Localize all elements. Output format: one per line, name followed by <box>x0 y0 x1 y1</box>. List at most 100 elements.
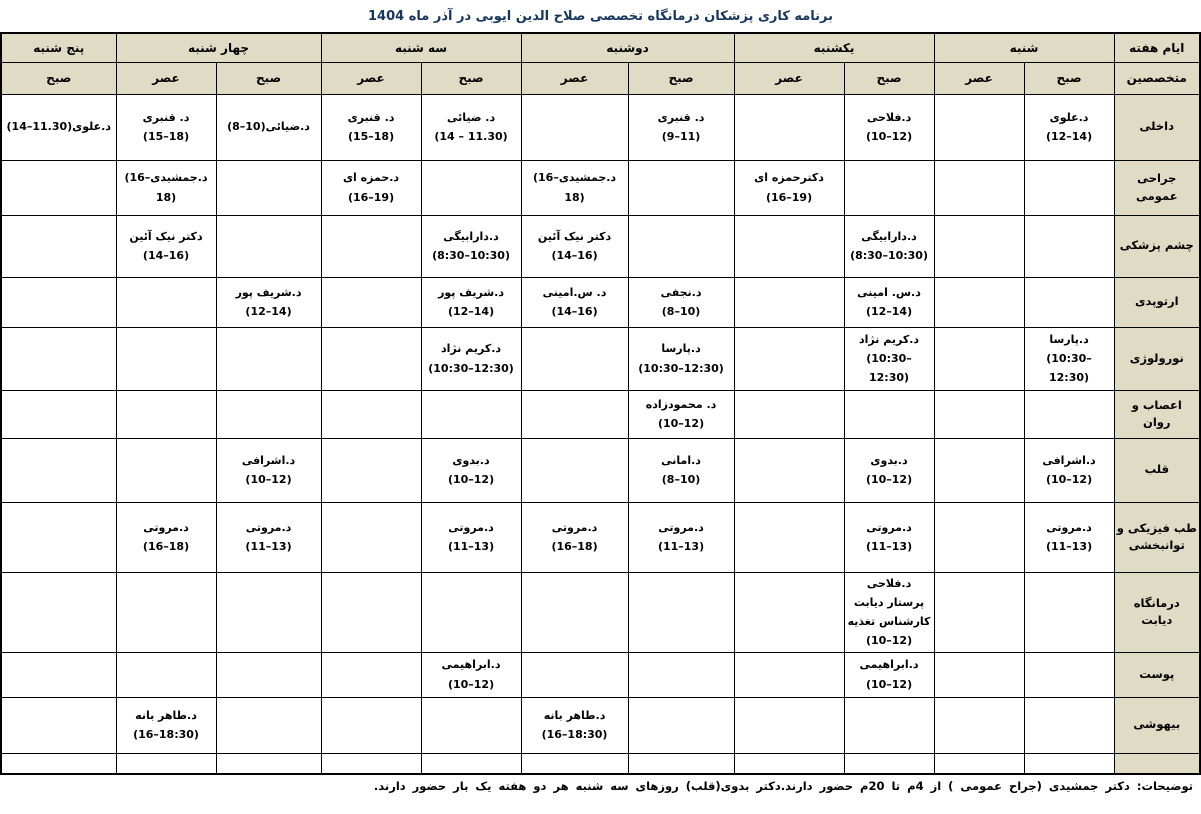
time-line: (8–10) <box>631 302 732 321</box>
schedule-cell: د.فلاحی پرستار دیابت کارشناس تغذیه (10–12) <box>843 571 935 653</box>
time-line: (10–12) <box>847 631 932 650</box>
schedule-cell <box>320 501 422 573</box>
time-range: (11–13) <box>447 540 495 553</box>
doctor-name: د.مروتی <box>1046 520 1092 534</box>
specialty-label: جراحی عمومی <box>1113 159 1201 216</box>
schedule-cell: دکتر نیک آئین (14–16) <box>115 214 217 278</box>
doctor-name: د.س. امینی <box>857 285 921 299</box>
corner-specialists-label: متخصصین <box>1113 61 1201 95</box>
doctor-name: د.فلاحی <box>866 576 912 590</box>
time-range: (11–13) <box>657 540 705 553</box>
time-range: (14–11.30) <box>6 120 73 134</box>
schedule-cell <box>933 276 1025 328</box>
day-header-2: دوشنبه <box>520 32 735 63</box>
schedule-row: جراحی عمومی دکترحمزه ای (16–19) د.جمشیدی(16… <box>0 159 1201 216</box>
schedule-cell <box>115 326 217 391</box>
schedule-cell <box>215 752 322 775</box>
schedule-cell: د.طاهر بانه (16–18:30) <box>115 696 217 754</box>
schedule-cell: د. قنبری (15–18) <box>320 93 422 161</box>
schedule-cell: د. س.امینی (14–16) <box>520 276 629 328</box>
schedule-cell <box>520 437 629 503</box>
schedule-cell: د.دارابیگی (8:30–10:30) <box>420 214 522 278</box>
schedule-cell: د.حمزه ای (16–19) <box>320 159 422 216</box>
schedule-row <box>0 752 1201 775</box>
schedule-cell: د.شریف پور (12–14) <box>420 276 522 328</box>
schedule-cell <box>520 752 629 775</box>
schedule-cell <box>115 752 217 775</box>
schedule-cell: د.ابراهیمی (10–12) <box>420 651 522 698</box>
time-range: (8:30–10:30) <box>850 249 928 262</box>
schedule-cell <box>933 214 1025 278</box>
time-range: (9–11) <box>661 130 701 143</box>
time-line: (10–12) <box>1027 470 1112 489</box>
time-line: (11–13) <box>847 537 932 556</box>
schedule-cell <box>1023 276 1115 328</box>
schedule-row: اعصاب و روان د. محمودزاده (10–12) <box>0 389 1201 439</box>
session-header-3-عصر: عصر <box>320 61 422 95</box>
schedule-row: قلب د.اشرافی (10–12) د.بدوی (10–12) د.امانی (8… <box>0 437 1201 503</box>
time-line: (16–18) <box>119 537 214 556</box>
time-range: (10:30–12:30) <box>1046 351 1092 385</box>
time-line: (16–19) <box>324 188 419 207</box>
schedule-body: داخلی د.علوی (12–14) د.فلاحی (10–12) د. قنبری… <box>0 93 1201 775</box>
doctor-entry: د.علوی(14–11.30) <box>6 120 111 134</box>
schedule-cell: د.اشرافی (10–12) <box>1023 437 1115 503</box>
schedule-cell: د.دارابیگی (8:30–10:30) <box>843 214 935 278</box>
schedule-cell: د.بدوی (10–12) <box>843 437 935 503</box>
session-header-2-صبح: صبح <box>627 61 735 95</box>
schedule-cell <box>320 437 422 503</box>
session-header-5-صبح: صبح <box>0 61 117 95</box>
doctor-name: د. س.امینی <box>542 285 607 299</box>
specialty-label: چشم پزشکی <box>1113 214 1201 278</box>
schedule-cell: د.جمشیدی(16–18) <box>520 159 629 216</box>
doctor-name: د.مروتی <box>551 520 598 534</box>
schedule-cell <box>0 276 117 328</box>
schedule-cell <box>420 389 522 439</box>
schedule-cell: د.اشرافی (10–12) <box>215 437 322 503</box>
time-range: (12–14) <box>865 305 913 318</box>
time-range: (16–18) <box>124 171 177 204</box>
time-line: (10–12) <box>847 470 932 489</box>
doctor-name: د. قنبری <box>347 110 395 124</box>
schedule-cell <box>933 389 1025 439</box>
session-header-1-صبح: صبح <box>843 61 935 95</box>
schedule-cell <box>733 326 845 391</box>
schedule-cell <box>320 571 422 653</box>
time-range: (10:30–12:30) <box>866 351 912 385</box>
time-line: (8:30–10:30) <box>424 246 519 265</box>
schedule-cell: د.فلاحی (10–12) <box>843 93 935 161</box>
time-line: (11–13) <box>631 537 732 556</box>
doctor-name: د.مروتی <box>245 520 292 534</box>
schedule-cell <box>933 501 1025 573</box>
schedule-cell <box>215 571 322 653</box>
schedule-cell <box>420 696 522 754</box>
doctor-name: د.طاهر بانه <box>135 708 197 722</box>
schedule-cell <box>933 651 1025 698</box>
schedule-cell: د. قنبری (9–11) <box>627 93 735 161</box>
schedule-cell <box>115 571 217 653</box>
session-header-4-عصر: عصر <box>115 61 217 95</box>
schedule-row: پوست د.ابراهیمی (10–12) د.ابراهیمی (10–12) <box>0 651 1201 698</box>
specialty-label: داخلی <box>1113 93 1201 161</box>
time-line: (10:30–12:30) <box>424 359 519 378</box>
time-range: (15–18) <box>142 130 190 143</box>
schedule-cell <box>933 159 1025 216</box>
schedule-cell: د.مروتی (11–13) <box>215 501 322 573</box>
time-range: (10:30–12:30) <box>428 361 514 375</box>
day-header-5: پنج شنبه <box>0 32 117 63</box>
doctor-name: د.اشرافی <box>241 453 296 467</box>
time-range: (10–12) <box>1045 473 1093 486</box>
day-header-row: ایام هفته شنبه یکشنبه دوشنبه سه شنبه چهار شنب… <box>0 32 1201 63</box>
time-range: (12–14) <box>1045 130 1093 143</box>
time-line: (10:30–12:30) <box>847 349 932 388</box>
schedule-cell <box>733 752 845 775</box>
doctor-name: د.ابراهیمی <box>859 658 919 672</box>
schedule-cell <box>320 389 422 439</box>
doctor-name: د.اشرافی <box>1042 453 1096 467</box>
schedule-cell <box>420 571 522 653</box>
time-line: (8:30–10:30) <box>847 246 932 265</box>
schedule-cell: د. قنبری (15–18) <box>115 93 217 161</box>
time-range: (10–12) <box>865 473 913 486</box>
time-range: (14 – 11.30) <box>434 130 508 143</box>
